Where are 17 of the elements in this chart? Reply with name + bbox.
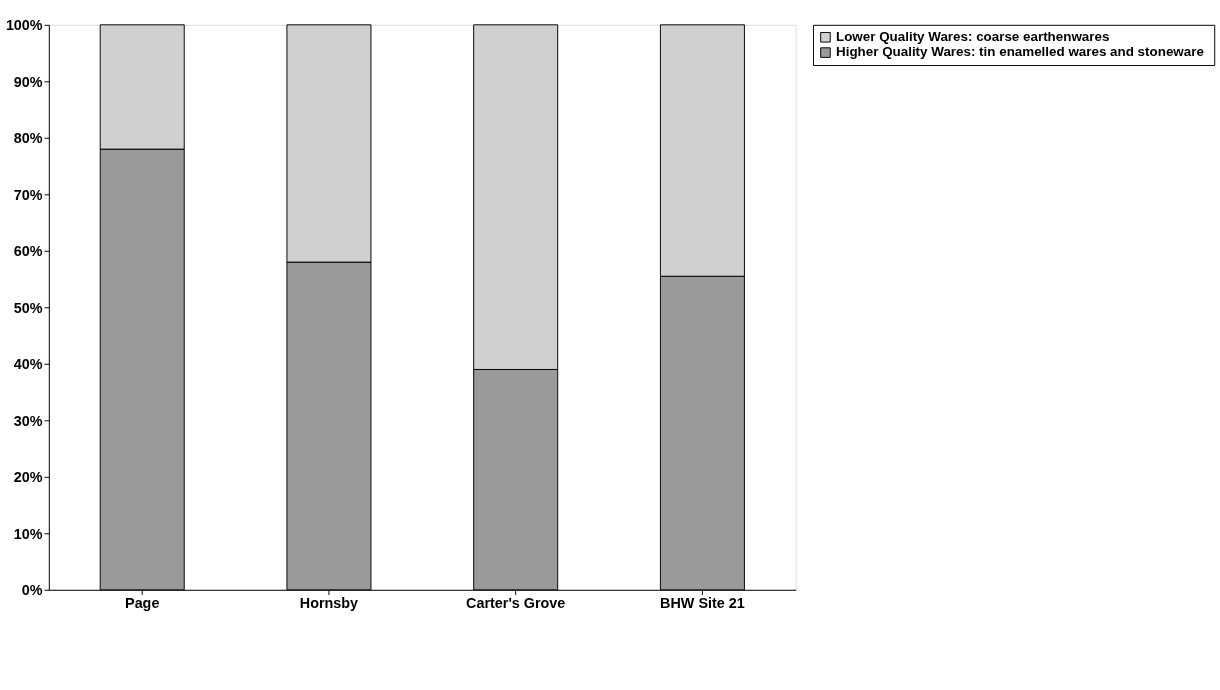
y-tick-label: 50% bbox=[13, 299, 43, 316]
x-tick-label: Carter's Grove bbox=[466, 595, 566, 612]
legend-label: Higher Quality Wares: tin enamelled wares and stoneware bbox=[836, 44, 1204, 60]
y-tick-label: 10% bbox=[13, 525, 43, 542]
y-tick-label: 90% bbox=[13, 73, 43, 90]
x-tick-label: Page bbox=[125, 595, 160, 612]
y-tick-label: 0% bbox=[21, 582, 43, 599]
y-tick-label: 30% bbox=[13, 412, 43, 429]
y-tick-label: 40% bbox=[13, 356, 43, 373]
y-tick-label: 70% bbox=[13, 186, 43, 203]
y-tick-label: 100% bbox=[5, 17, 43, 34]
y-tick-label: 20% bbox=[13, 469, 43, 486]
x-tick-label: Hornsby bbox=[299, 595, 359, 612]
y-tick-label: 80% bbox=[13, 130, 43, 147]
legend-label: Lower Quality Wares: coarse earthenwares bbox=[836, 29, 1110, 45]
y-tick-label: 60% bbox=[13, 243, 43, 260]
x-tick-label: BHW Site 21 bbox=[660, 595, 745, 612]
